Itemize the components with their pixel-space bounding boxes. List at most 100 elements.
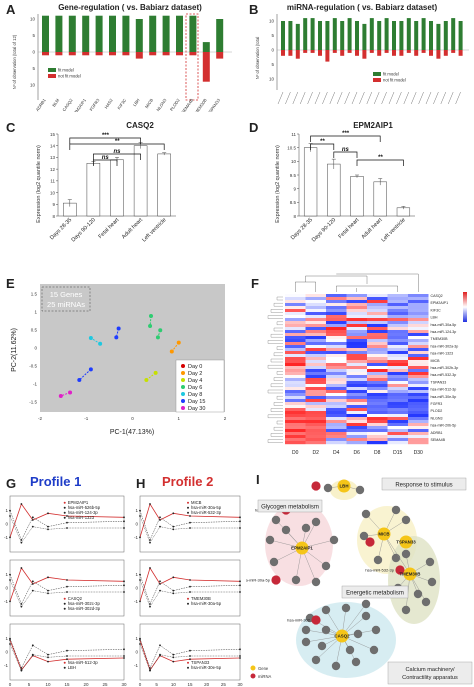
pca-point bbox=[144, 378, 149, 382]
go-term-node bbox=[301, 523, 311, 533]
data-point bbox=[9, 509, 11, 512]
data-point bbox=[20, 539, 23, 541]
heat-cell bbox=[367, 303, 388, 307]
bar-fit bbox=[392, 21, 396, 50]
data-point bbox=[47, 660, 49, 663]
category-label: Days 28-35 bbox=[49, 217, 73, 241]
category-label: Left ventricle bbox=[381, 217, 407, 243]
y-tick: 15 bbox=[50, 132, 56, 137]
heat-cell bbox=[387, 342, 408, 346]
glycogen-box: Glycogen metabolism bbox=[257, 499, 323, 513]
go-term-node bbox=[359, 531, 369, 541]
go-term-node bbox=[401, 515, 411, 525]
heat-cell bbox=[408, 423, 429, 427]
gene-label: FGFR3 bbox=[88, 97, 100, 112]
heat-cell bbox=[408, 414, 429, 418]
bar-fit bbox=[310, 18, 315, 50]
heat-cell bbox=[346, 426, 367, 430]
heat-cell bbox=[387, 393, 408, 397]
heat-cell bbox=[387, 333, 408, 337]
data-point bbox=[47, 512, 49, 515]
mirna-label bbox=[351, 91, 358, 105]
bar-notfit bbox=[332, 50, 337, 53]
bar-notfit bbox=[68, 52, 76, 56]
sig-bracket bbox=[69, 143, 165, 150]
y-axis-label: PC-2(11.62%) bbox=[11, 328, 18, 372]
heat-cell bbox=[326, 303, 347, 307]
heat-cell bbox=[346, 375, 367, 379]
heatmap: D0 D2 D4 D6 D8 D15 D30 CASQ2 EPM2AIP1 KIF3C LBH hs… bbox=[267, 273, 467, 456]
bar-fit bbox=[406, 18, 411, 50]
data-point bbox=[149, 503, 151, 505]
y-tick: 8 bbox=[293, 214, 296, 219]
heat-cell bbox=[285, 438, 306, 442]
heat-cell bbox=[367, 423, 388, 427]
column-label: D6 bbox=[354, 450, 361, 456]
expression-line bbox=[139, 503, 241, 538]
gene-label: TSPAN33 bbox=[206, 97, 221, 112]
y-tick: 0.5 bbox=[31, 328, 38, 333]
x-tick: 5 bbox=[28, 682, 31, 687]
data-point bbox=[159, 519, 161, 521]
expression-line bbox=[139, 643, 240, 672]
heat-cell bbox=[408, 339, 429, 343]
heat-cell bbox=[346, 360, 367, 364]
y-tick: 10 bbox=[30, 17, 36, 22]
heat-cell bbox=[408, 411, 429, 415]
heat-cell bbox=[285, 333, 306, 337]
heat-cell bbox=[408, 318, 429, 322]
bar-fit bbox=[451, 18, 456, 50]
legend-entry: hsa-miR-512-3p bbox=[68, 660, 99, 665]
heat-cell bbox=[326, 354, 347, 358]
sig-bracket bbox=[310, 135, 381, 142]
data-point bbox=[31, 589, 34, 592]
heat-cell bbox=[387, 372, 408, 376]
heat-cell bbox=[387, 423, 408, 427]
heat-cell bbox=[408, 300, 429, 304]
row-label: KIF3C bbox=[431, 308, 442, 312]
bar-notfit bbox=[109, 52, 116, 56]
go-term-node bbox=[301, 625, 311, 635]
heat-cell bbox=[346, 432, 367, 436]
heat-cell bbox=[367, 381, 388, 385]
heat-cell bbox=[387, 354, 408, 358]
heat-cell bbox=[346, 297, 367, 301]
heat-cell bbox=[367, 360, 388, 364]
heat-cell bbox=[408, 336, 429, 340]
heat-cell bbox=[305, 384, 326, 388]
heat-cell bbox=[387, 303, 408, 307]
heat-cell bbox=[387, 318, 408, 322]
expression-line bbox=[139, 638, 241, 669]
bar-fit bbox=[340, 21, 345, 50]
expression-line bbox=[9, 515, 124, 544]
data-point bbox=[47, 592, 49, 595]
heat-cell bbox=[326, 345, 347, 349]
expression-line bbox=[9, 574, 125, 605]
heat-cell bbox=[387, 360, 408, 364]
heat-cell bbox=[367, 324, 388, 328]
heat-cell bbox=[346, 423, 367, 427]
data-point bbox=[123, 648, 125, 651]
data-point bbox=[9, 643, 11, 645]
bar-fit bbox=[347, 18, 352, 50]
heat-cell bbox=[285, 354, 306, 358]
svg-text:Glycogen metabolism: Glycogen metabolism bbox=[261, 505, 319, 511]
legend-notfit: not fit model bbox=[58, 74, 81, 79]
mirna-node bbox=[365, 537, 375, 547]
heat-cell bbox=[367, 378, 388, 382]
mirna-label bbox=[403, 91, 409, 105]
sig-label: ns bbox=[113, 149, 121, 155]
heat-cell bbox=[408, 372, 429, 376]
x-tick: 10 bbox=[171, 682, 177, 687]
data-point bbox=[31, 516, 34, 519]
row-label: LBH bbox=[431, 316, 438, 320]
bar-notfit bbox=[369, 50, 374, 53]
legend-fit: fit model bbox=[383, 72, 399, 77]
mirna-label: hsa-miR-302 bbox=[287, 618, 311, 623]
heat-cell bbox=[305, 354, 326, 358]
heat-cell bbox=[346, 399, 367, 403]
heat-cell bbox=[346, 372, 367, 376]
x-tick: 30 bbox=[121, 682, 127, 687]
svg-text:Contractility apparatus: Contractility apparatus bbox=[402, 675, 458, 681]
svg-text:Calcium machinery/: Calcium machinery/ bbox=[405, 667, 455, 673]
